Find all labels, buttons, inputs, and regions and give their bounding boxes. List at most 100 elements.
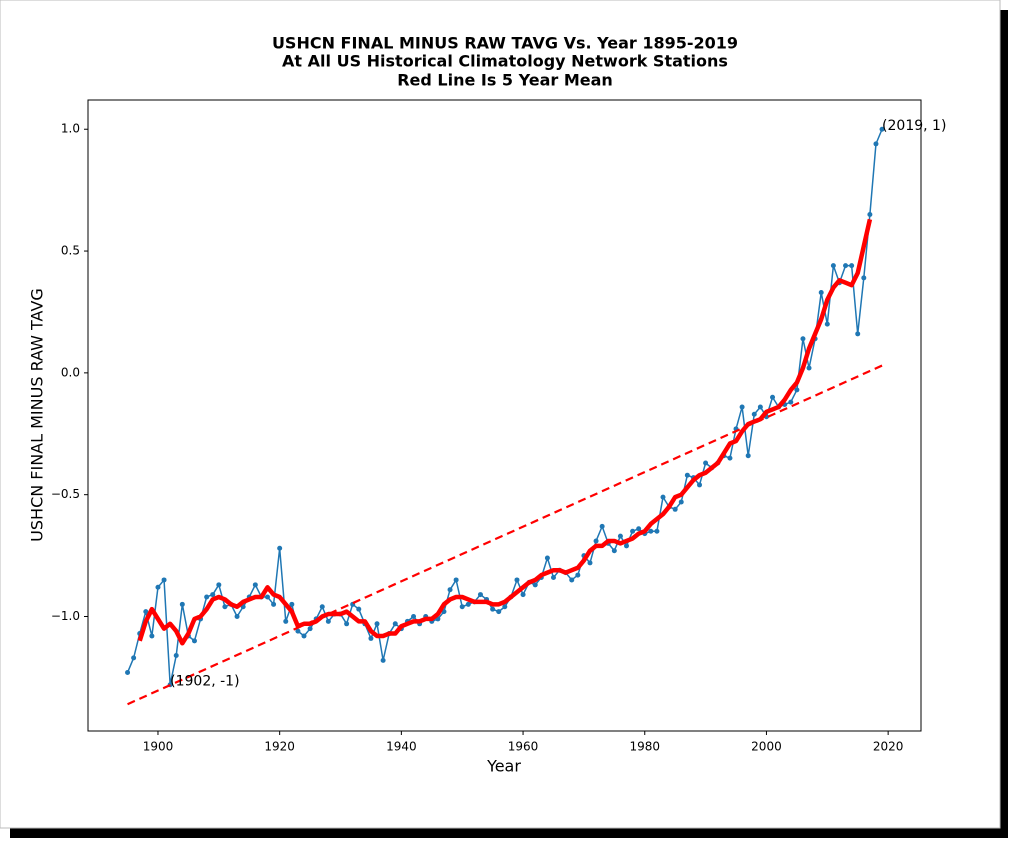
point (514, 577, 520, 583)
point (131, 655, 137, 661)
point (496, 609, 502, 615)
point (855, 331, 861, 337)
point (739, 404, 745, 410)
point (161, 577, 167, 583)
point (788, 399, 794, 405)
point (703, 460, 709, 466)
point (307, 626, 313, 632)
point (179, 601, 185, 607)
annotation: (1902, -1) (170, 674, 239, 690)
point (684, 472, 690, 478)
point (149, 633, 155, 639)
y-tick-label: 1.0 (61, 122, 80, 136)
point (636, 526, 642, 532)
point (490, 606, 496, 612)
point (125, 670, 131, 676)
point (344, 621, 350, 627)
point (234, 613, 240, 619)
point (861, 275, 867, 281)
point (757, 404, 763, 410)
point (520, 592, 526, 598)
y-tick-label: 0.5 (61, 244, 80, 258)
trend-line (127, 364, 883, 706)
y-tick-label: 0.0 (61, 365, 80, 379)
point (289, 601, 295, 607)
point (380, 657, 386, 663)
x-tick-label: 1940 (386, 740, 417, 754)
y-tick-label: −1.0 (51, 609, 80, 623)
point (770, 394, 776, 400)
point (173, 652, 179, 658)
point (672, 506, 678, 512)
point (550, 575, 556, 581)
point (204, 594, 210, 600)
point (599, 523, 605, 529)
point (465, 601, 471, 607)
point (660, 494, 666, 500)
point (678, 499, 684, 505)
point (216, 582, 222, 588)
point (392, 621, 398, 627)
point (824, 321, 830, 327)
point (319, 604, 325, 610)
point (593, 538, 599, 544)
point (374, 621, 380, 627)
point (264, 594, 270, 600)
point (544, 555, 550, 561)
series-line (137, 218, 873, 646)
point (751, 411, 757, 417)
point (806, 365, 812, 371)
point (654, 528, 660, 534)
point (849, 263, 855, 269)
point (477, 592, 483, 598)
x-tick-label: 2020 (873, 740, 904, 754)
point (155, 584, 161, 590)
point (368, 635, 374, 641)
point (411, 613, 417, 619)
y-axis-label: USHCN FINAL MINUS RAW TAVG (28, 288, 47, 542)
point (630, 528, 636, 534)
point (277, 545, 283, 551)
x-tick-label: 1980 (629, 740, 660, 754)
point (727, 455, 733, 461)
x-tick-label: 1960 (508, 740, 539, 754)
chart-title: USHCN FINAL MINUS RAW TAVG Vs. Year 1895… (272, 34, 738, 53)
point (569, 577, 575, 583)
point (210, 592, 216, 598)
point (818, 289, 824, 295)
point (575, 572, 581, 578)
point (867, 212, 873, 218)
x-axis-label: Year (486, 757, 521, 776)
point (283, 618, 289, 624)
point (502, 604, 508, 610)
point (252, 582, 258, 588)
point (447, 587, 453, 593)
point (191, 638, 197, 644)
point (800, 336, 806, 342)
point (843, 263, 849, 269)
point (611, 548, 617, 554)
point (617, 533, 623, 539)
chart-title: At All US Historical Climatology Network… (282, 52, 728, 71)
y-tick-label: −0.5 (51, 487, 80, 501)
x-tick-label: 1900 (143, 740, 174, 754)
point (745, 453, 751, 459)
point (453, 577, 459, 583)
point (587, 560, 593, 566)
point (295, 628, 301, 634)
point (623, 543, 629, 549)
plot-frame (87, 99, 922, 732)
point (143, 609, 149, 615)
annotation: (2019, 1) (882, 118, 946, 134)
point (830, 263, 836, 269)
point (459, 604, 465, 610)
point (697, 482, 703, 488)
point (222, 604, 228, 610)
point (325, 618, 331, 624)
page-background (0, 0, 1001, 829)
point (271, 601, 277, 607)
point (301, 633, 307, 639)
x-tick-label: 2000 (751, 740, 782, 754)
x-tick-label: 1920 (264, 740, 295, 754)
